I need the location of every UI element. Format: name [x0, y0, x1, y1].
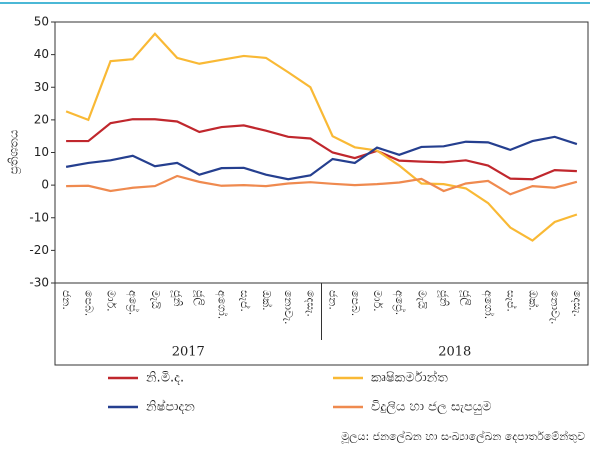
x-tick-label: දෙසැ.: [571, 290, 584, 317]
x-tick-label: ජූනි: [171, 289, 184, 306]
y-tick-label: 0: [41, 178, 49, 192]
plot-frame: [54, 21, 589, 284]
source: මූලය: ජනලේඛන හා සංඛ්‍යාලේඛන දෙපාර්තමේන්ත…: [341, 429, 585, 444]
x-tick-label: පෙබ.: [82, 290, 95, 316]
y-tick-label: 30: [34, 80, 49, 94]
x-tick-label: අගෝ.: [215, 290, 230, 319]
y-axis-label: ප්‍රතිශතය: [7, 129, 22, 174]
y-tick-label: 10: [34, 145, 49, 159]
y-tick-label: 50: [34, 15, 49, 29]
x-tick-label: අප්‍රේ.: [392, 290, 407, 315]
y-tick-label: 40: [34, 47, 49, 61]
x-tick-label: අප්‍රේ.: [126, 290, 141, 315]
series-line: [66, 118, 577, 181]
x-tick-label: ජන.: [60, 290, 73, 310]
x-tick-label: ජූනි: [437, 289, 450, 306]
y-tick-label: 20: [34, 112, 49, 126]
legend-label: නිෂ්පාදන: [146, 398, 195, 414]
x-tick-label: මාර්.: [371, 290, 384, 312]
x-tick-label: දෙසැ.: [304, 290, 317, 317]
group-label: 2017: [172, 345, 205, 360]
y-tick-label: -20: [29, 243, 49, 257]
legend-label: නි.මි.ද.: [146, 371, 184, 386]
y-tick-label: -10: [29, 210, 49, 224]
x-tick-label: පෙබ.: [349, 290, 362, 316]
x-tick-label: මැයි: [415, 290, 428, 309]
legend-label: විදුලිය හා ජල සැපයුම: [371, 400, 491, 415]
x-tick-label: ජන.: [327, 290, 340, 310]
y-tick-label: -30: [29, 276, 49, 290]
x-tick-label: මාර්.: [105, 290, 118, 312]
x-tick-label: අගෝ.: [481, 290, 496, 319]
x-tick-label: නොවැ.: [282, 290, 295, 325]
group-label: 2018: [438, 345, 471, 360]
x-tick-label: ජූලි: [459, 289, 473, 306]
x-tick-label: මැයි: [149, 290, 162, 309]
legend-label: කෘෂිකර්මාන්ත: [371, 369, 448, 385]
series-line: [65, 32, 578, 242]
x-tick-label: සැප්.: [238, 290, 252, 312]
x-tick-label: ඔක්.: [260, 290, 274, 311]
category-frame: [54, 283, 589, 366]
x-tick-label: ඔක්.: [526, 290, 540, 311]
series-line: [66, 174, 578, 196]
x-tick-label: සැප්.: [504, 290, 518, 312]
series-line: [65, 135, 578, 181]
x-tick-label: නොවැ.: [549, 290, 562, 325]
x-tick-label: ජූලි: [192, 289, 206, 306]
